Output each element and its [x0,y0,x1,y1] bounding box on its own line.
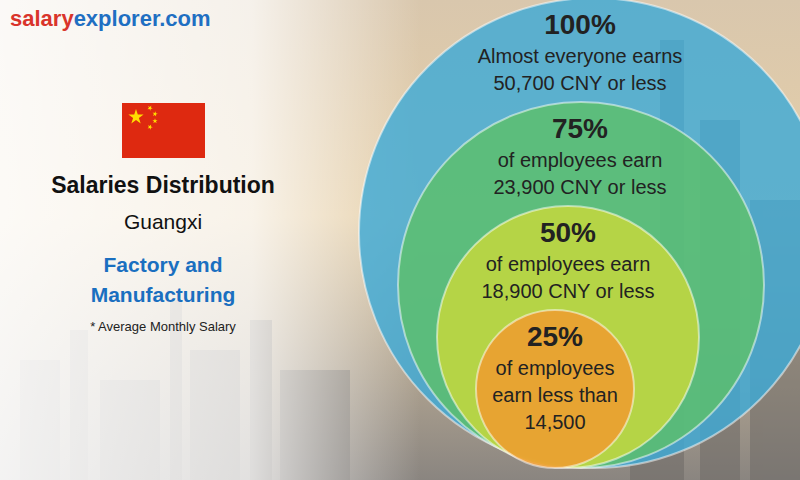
caption: earn less than [492,384,618,406]
subtitle: Guangxi [124,210,202,233]
caption: of employees earn [486,253,651,275]
source-part: explorer.com [74,6,211,31]
note: * Average Monthly Salary [90,319,236,334]
flag [122,103,205,158]
flag-star [152,118,157,123]
left-fade [0,0,420,480]
percentile-circle [398,102,764,468]
flag-star [153,111,158,116]
flag-star [128,109,143,123]
labels: 100% Almost everyone earns 50,700 CNY or l… [478,9,683,433]
percentile-label: 50% [540,217,596,248]
value-label: 14,500 [524,411,585,433]
circles [359,0,800,468]
caption: of employees [496,357,615,379]
percentile-circle [359,0,800,468]
percentile-circle [476,310,634,468]
percentile-label: 100% [544,9,616,40]
flag-star [147,106,152,111]
percentile-circle [437,206,699,468]
source-part: salary [10,6,74,31]
category: Manufacturing [91,283,236,306]
value-label: 18,900 CNY or less [481,280,654,302]
chart: salaryexplorer.com Salaries Distribution G… [0,0,800,480]
caption: Almost everyone earns [478,45,683,67]
value-label: 50,700 CNY or less [493,72,666,94]
flag-field [122,103,205,158]
title: Salaries Distribution [51,172,275,198]
category: Factory and [103,253,222,276]
percentile-label: 25% [527,321,583,352]
flag-star [148,124,153,129]
percentile-label: 75% [552,113,608,144]
source: salaryexplorer.com [10,6,211,31]
caption: of employees earn [498,149,663,171]
value-label: 23,900 CNY or less [493,176,666,198]
